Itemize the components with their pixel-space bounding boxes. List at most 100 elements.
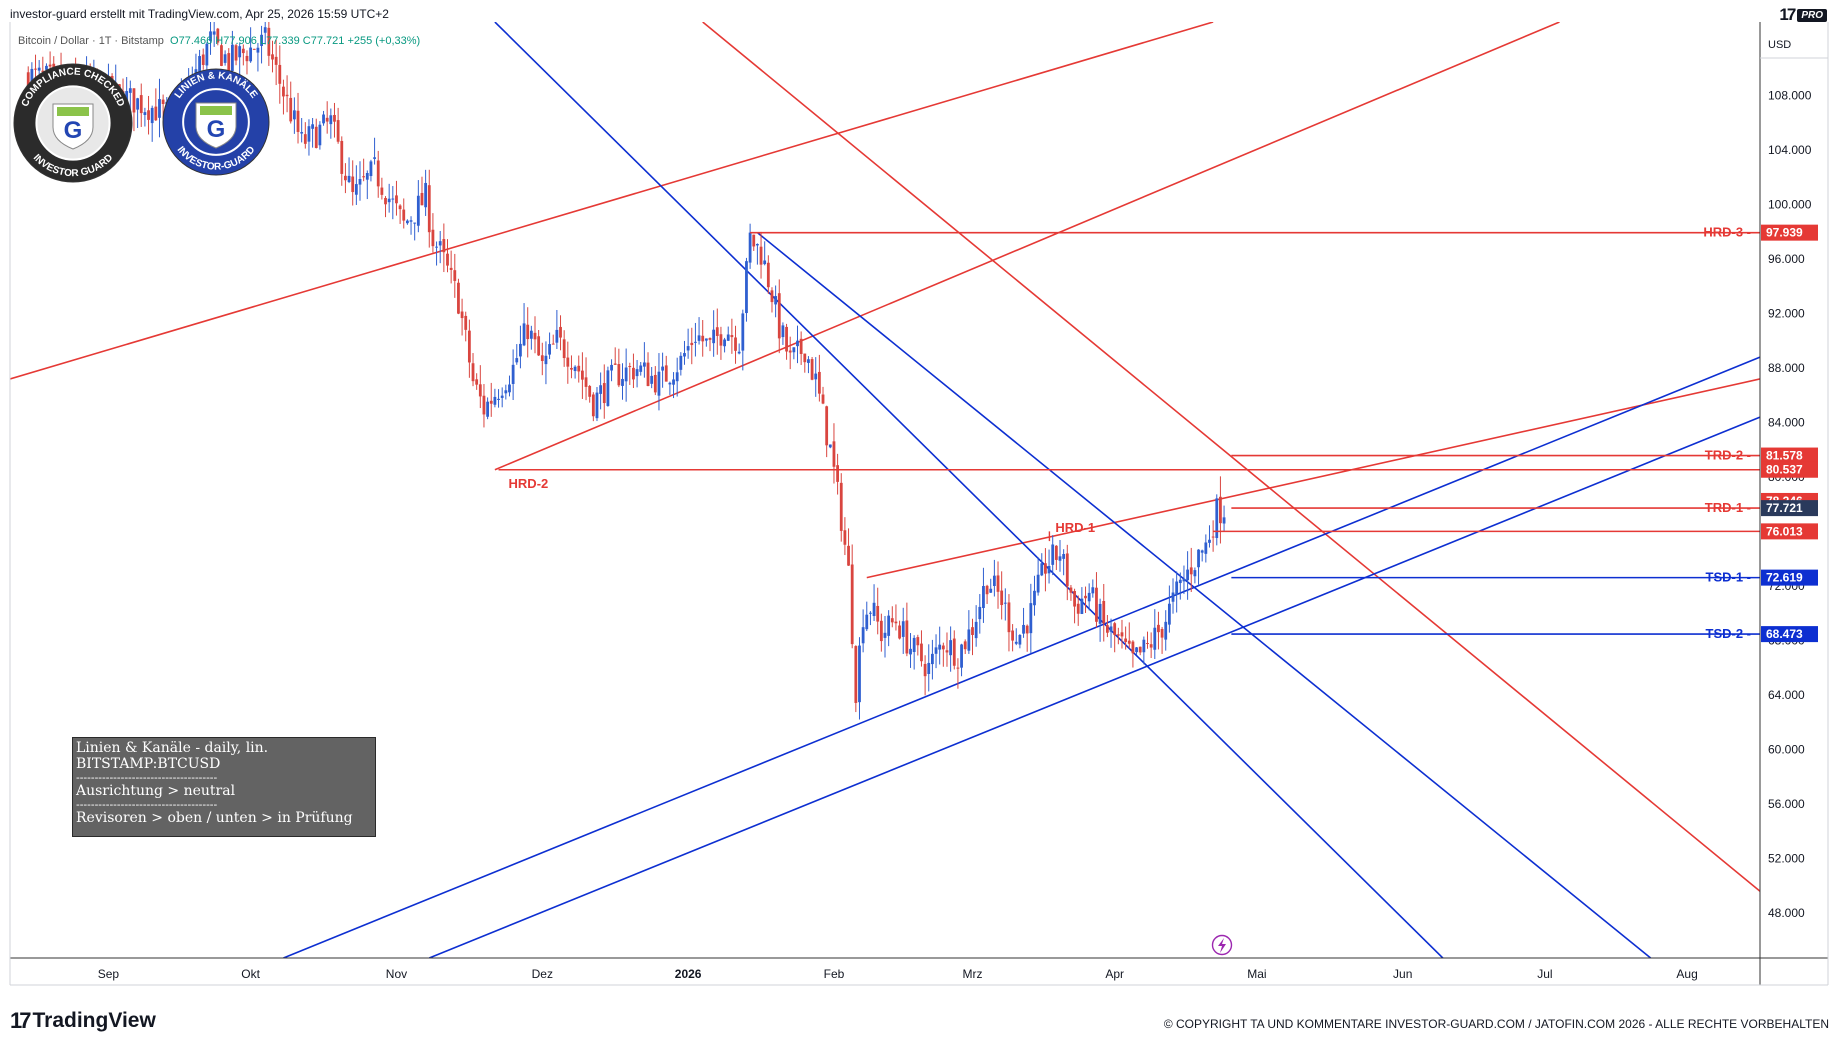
- candle: [446, 239, 449, 273]
- trend-line: [428, 416, 1760, 958]
- candle-body: [529, 330, 533, 339]
- candle: [282, 79, 285, 115]
- candle: [694, 322, 697, 357]
- candle-body: [872, 602, 876, 617]
- candle: [139, 83, 143, 127]
- candle-body: [347, 175, 351, 183]
- candle-body: [599, 385, 603, 394]
- candle: [1065, 544, 1069, 601]
- candle: [413, 222, 417, 241]
- candle: [307, 119, 311, 156]
- candle-body: [1102, 601, 1106, 624]
- candle-body: [642, 362, 646, 367]
- candle-body: [464, 315, 468, 330]
- candle-body: [1047, 565, 1051, 574]
- candle-body: [511, 364, 515, 384]
- candle-body: [1033, 590, 1036, 606]
- candle-body: [898, 625, 901, 639]
- candle-body: [912, 637, 916, 652]
- candle-body: [734, 337, 737, 351]
- candle-body: [292, 110, 296, 120]
- candle: [956, 658, 960, 689]
- trend-line: [10, 22, 1214, 380]
- candle-body: [555, 329, 559, 343]
- candle-body: [1069, 587, 1073, 593]
- candle: [872, 584, 876, 622]
- candle: [602, 364, 606, 419]
- candle: [639, 362, 643, 376]
- candle: [1138, 646, 1142, 656]
- candle-body: [416, 195, 420, 226]
- tradingview-footer-logo[interactable]: 17 TradingView: [10, 1008, 156, 1034]
- candle: [1186, 551, 1190, 600]
- candle-body: [267, 27, 271, 56]
- candle: [1014, 628, 1018, 646]
- candle: [635, 359, 639, 388]
- price-tick-label: 52.000: [1768, 852, 1805, 866]
- candle-body: [380, 187, 384, 195]
- shield-stripe: [57, 107, 89, 116]
- candle-body: [974, 621, 978, 639]
- candle: [365, 170, 369, 200]
- symbol-legend[interactable]: Bitcoin / Dollar · 1T · Bitstamp O77.466…: [18, 35, 420, 47]
- candle: [960, 643, 963, 677]
- candle-body: [303, 134, 307, 144]
- price-label-text: 97.939: [1766, 226, 1803, 240]
- candle-body: [836, 465, 840, 482]
- candle: [544, 341, 548, 385]
- candle: [1029, 583, 1033, 654]
- candle-body: [759, 246, 763, 265]
- candle-body: [212, 31, 216, 35]
- candle-body: [591, 394, 595, 417]
- candle: [457, 278, 460, 315]
- candle-body: [1135, 647, 1138, 653]
- candle: [1087, 583, 1091, 611]
- trend-line: [866, 378, 1760, 579]
- candle-body: [989, 588, 993, 593]
- candle-body: [814, 373, 818, 380]
- candle-body: [220, 45, 223, 66]
- candle: [712, 310, 716, 357]
- candle-body: [493, 396, 497, 405]
- candle-body: [1062, 554, 1066, 559]
- candle: [1058, 540, 1062, 572]
- candle-body: [1149, 644, 1153, 648]
- candle: [271, 40, 274, 73]
- candle-body: [1000, 590, 1004, 606]
- level-name-label: TSD-2 -: [1706, 626, 1752, 641]
- candle-body: [577, 365, 581, 372]
- candle: [467, 319, 471, 378]
- candle: [967, 610, 971, 654]
- candle-body: [373, 157, 376, 159]
- candle-body: [1029, 603, 1033, 634]
- candle: [548, 332, 551, 360]
- level-name-label: TSD-1 -: [1706, 570, 1752, 585]
- candle: [770, 287, 774, 313]
- candle: [201, 48, 205, 70]
- candle: [675, 357, 679, 397]
- candle-body: [639, 365, 643, 372]
- candle: [1142, 636, 1146, 665]
- candle-body: [628, 366, 632, 368]
- candle-body: [1127, 640, 1131, 644]
- candle-body: [949, 640, 953, 656]
- candle: [941, 642, 945, 667]
- candle-body: [992, 575, 996, 587]
- level-name-label: HRD-3 -: [1703, 225, 1751, 240]
- candle-body: [675, 372, 679, 382]
- candle-body: [595, 392, 599, 419]
- candle: [362, 158, 366, 182]
- candle-body: [690, 342, 694, 346]
- time-tick-label: Mrz: [963, 967, 983, 981]
- candle-body: [344, 175, 347, 181]
- candle-body: [661, 366, 665, 371]
- candle-body: [621, 378, 624, 386]
- candle: [624, 348, 628, 402]
- candle-body: [807, 359, 810, 363]
- candle: [1011, 624, 1015, 652]
- candle: [974, 605, 978, 647]
- candle: [664, 355, 668, 382]
- tradingview-pro-badge[interactable]: 17 PRO: [1779, 5, 1827, 25]
- candle: [464, 311, 468, 342]
